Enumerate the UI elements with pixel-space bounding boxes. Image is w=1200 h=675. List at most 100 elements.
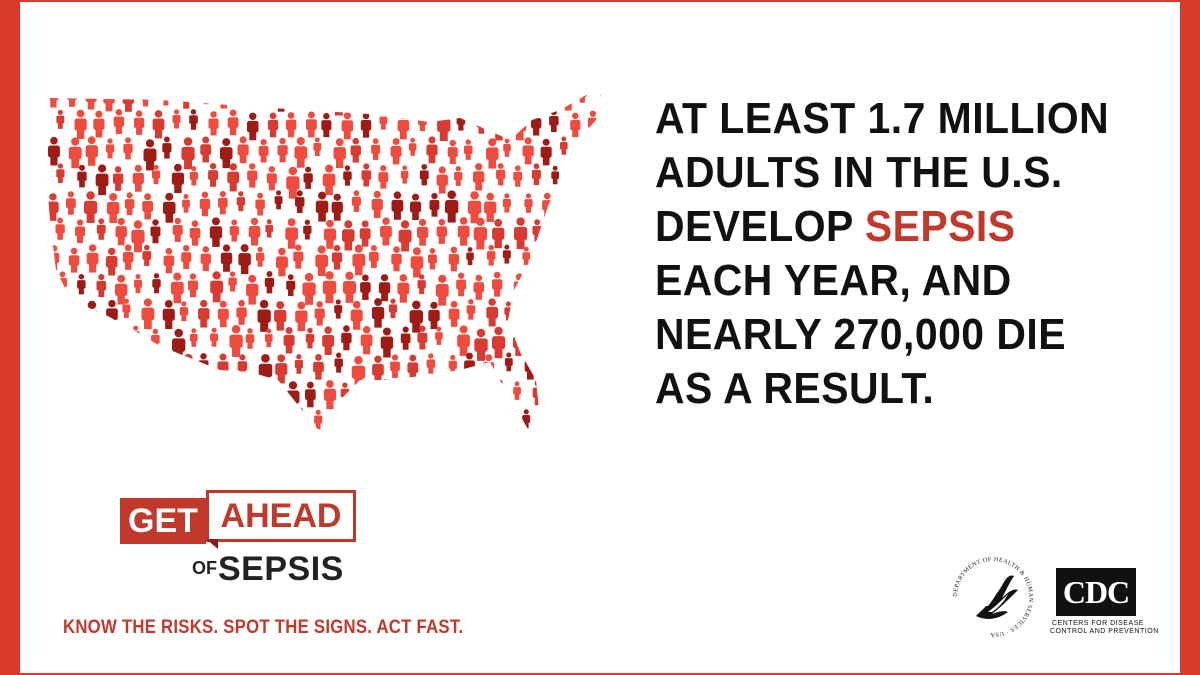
person-icon — [448, 300, 460, 327]
person-icon — [74, 109, 87, 139]
person-icon — [85, 88, 97, 110]
person-icon — [540, 88, 549, 104]
person-icon — [473, 217, 487, 250]
person-icon — [163, 192, 176, 223]
logo-sepsis-text: SEPSIS — [218, 550, 344, 588]
person-icon — [331, 193, 343, 221]
person-icon — [58, 271, 67, 293]
person-icon — [446, 88, 456, 106]
person-icon — [587, 325, 598, 349]
person-icon — [371, 298, 385, 328]
person-icon — [115, 217, 127, 246]
person-icon — [322, 326, 335, 355]
person-icon — [607, 217, 618, 244]
person-icon — [56, 163, 65, 184]
person-icon — [172, 328, 186, 361]
person-icon — [417, 381, 430, 411]
person-icon — [359, 220, 371, 247]
person-icon — [285, 218, 298, 249]
person-icon — [486, 138, 499, 169]
person-icon — [438, 435, 447, 436]
person-icon — [144, 407, 157, 436]
person-icon — [352, 244, 366, 276]
person-icon — [208, 111, 219, 136]
person-icon — [513, 328, 525, 356]
person-icon — [540, 138, 552, 166]
person-icon — [294, 137, 308, 168]
person-icon — [448, 354, 457, 375]
person-icon — [372, 407, 383, 433]
headline-line-5: NEARLY 270,000 DIE — [655, 310, 1066, 359]
person-icon — [286, 274, 296, 297]
person-icon — [618, 193, 620, 219]
person-icon — [369, 88, 379, 107]
person-icon — [198, 299, 210, 328]
person-icon — [390, 138, 402, 165]
person-icon — [294, 354, 303, 374]
person-icon — [504, 301, 513, 321]
person-icon — [457, 325, 470, 356]
logo-get-box: GET — [120, 498, 206, 544]
person-icon — [315, 245, 328, 276]
person-icon — [417, 274, 426, 295]
person-icon — [189, 328, 198, 347]
person-icon — [142, 193, 154, 220]
person-icon — [200, 136, 212, 163]
person-icon — [522, 409, 531, 429]
person-icon — [426, 88, 437, 110]
person-icon — [229, 219, 239, 242]
headline-line-1: AT LEAST 1.7 MILLION — [655, 94, 1110, 143]
cdc-logo: CDC CENTERS FOR DISEASE CONTROL AND PREV… — [1050, 568, 1158, 635]
person-icon — [570, 326, 581, 351]
person-icon — [163, 408, 177, 436]
logo-ribbon-fold — [206, 539, 218, 549]
person-icon — [400, 326, 411, 350]
person-icon — [560, 246, 574, 280]
person-icon — [275, 406, 285, 428]
person-icon — [380, 327, 394, 358]
person-icon — [237, 136, 249, 164]
person-icon — [454, 166, 463, 186]
person-icon — [549, 220, 559, 243]
person-icon — [435, 326, 443, 345]
person-icon — [569, 271, 583, 304]
person-icon — [457, 436, 469, 450]
person-icon — [189, 166, 198, 186]
person-icon — [570, 112, 581, 138]
person-icon — [560, 136, 568, 155]
person-icon — [303, 436, 313, 450]
person-icon — [407, 354, 419, 381]
person-icon — [267, 112, 279, 138]
person-icon — [86, 244, 99, 273]
person-icon — [410, 247, 424, 278]
person-icon — [600, 144, 602, 155]
person-icon — [227, 109, 239, 136]
person-icon — [181, 137, 195, 170]
person-icon — [562, 88, 574, 111]
person-icon — [331, 244, 343, 270]
person-icon — [124, 192, 135, 216]
person-icon — [371, 138, 381, 160]
person-icon — [597, 355, 602, 388]
person-icon — [229, 435, 236, 436]
person-icon — [400, 165, 409, 184]
person-icon — [124, 354, 134, 378]
person-icon — [302, 272, 316, 305]
person-icon — [162, 355, 176, 387]
person-icon — [360, 326, 373, 355]
person-icon — [172, 109, 181, 129]
person-icon — [473, 163, 485, 191]
person-icon — [181, 353, 195, 387]
person-icon — [495, 379, 505, 401]
person-icon — [246, 274, 259, 305]
person-icon — [122, 244, 134, 270]
person-icon — [569, 166, 583, 199]
person-icon — [408, 137, 417, 156]
person-icon — [436, 166, 448, 194]
person-icon — [162, 300, 175, 330]
person-icon — [96, 218, 106, 240]
person-icon — [131, 379, 141, 401]
right-border-bar — [1180, 0, 1200, 675]
person-icon — [179, 301, 188, 322]
person-icon — [513, 273, 525, 301]
